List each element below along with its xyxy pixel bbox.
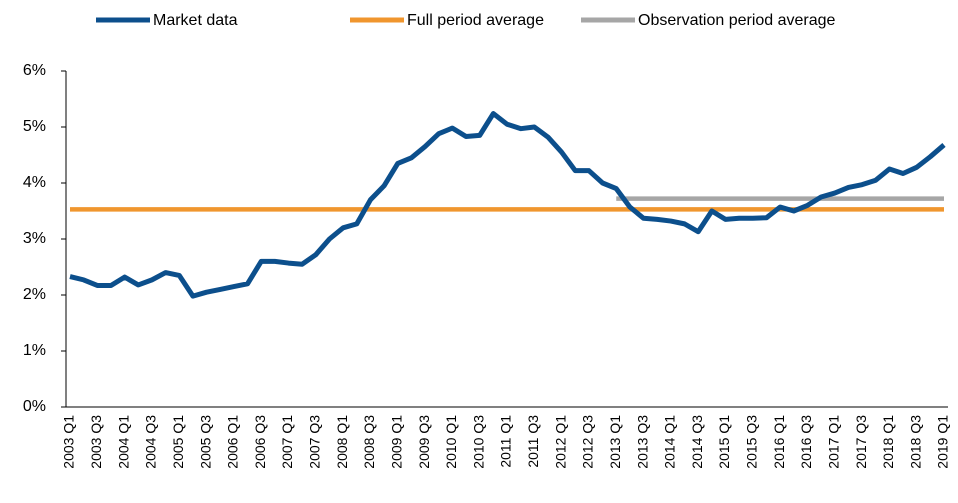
x-tick-label: 2006 Q1	[225, 415, 241, 469]
y-tick-label: 3%	[23, 230, 46, 247]
x-tick-label: 2013 Q3	[634, 415, 650, 469]
x-tick-label: 2009 Q1	[388, 415, 404, 469]
y-tick-label: 4%	[23, 174, 46, 191]
y-tick-label: 0%	[23, 398, 46, 415]
y-tick-label: 2%	[23, 286, 46, 303]
x-tick-label: 2014 Q1	[662, 415, 678, 469]
x-tick-label: 2018 Q3	[907, 415, 923, 469]
x-tick-label: 2010 Q1	[443, 415, 459, 469]
x-tick-label: 2011 Q3	[525, 415, 541, 468]
x-tick-label: 2012 Q1	[552, 415, 568, 469]
x-tick-label: 2016 Q1	[771, 415, 787, 469]
legend-label: Market data	[153, 12, 238, 29]
x-tick-label: 2019 Q1	[935, 415, 951, 469]
x-tick-label: 2003 Q3	[88, 415, 104, 469]
x-tick-label: 2013 Q1	[607, 415, 623, 469]
legend-label: Full period average	[407, 12, 544, 29]
x-tick-label: 2017 Q3	[853, 415, 869, 469]
x-tick-label: 2018 Q1	[880, 415, 896, 469]
x-tick-label: 2017 Q1	[825, 415, 841, 469]
x-tick-label: 2004 Q1	[115, 415, 131, 469]
x-tick-label: 2003 Q1	[61, 415, 77, 469]
x-tick-label: 2015 Q1	[716, 415, 732, 469]
x-tick-label: 2004 Q3	[143, 415, 159, 469]
x-tick-label: 2015 Q3	[744, 415, 760, 469]
x-tick-label: 2008 Q3	[361, 415, 377, 469]
y-tick-label: 6%	[23, 62, 46, 79]
x-tick-label: 2014 Q3	[689, 415, 705, 469]
x-tick-label: 2005 Q1	[170, 415, 186, 469]
x-tick-label: 2009 Q3	[416, 415, 432, 469]
x-tick-label: 2012 Q3	[580, 415, 596, 469]
x-tick-label: 2007 Q3	[307, 415, 323, 469]
y-tick-label: 5%	[23, 118, 46, 135]
x-tick-label: 2006 Q3	[252, 415, 268, 469]
x-tick-label: 2007 Q1	[279, 415, 295, 469]
x-tick-label: 2011 Q1	[498, 415, 514, 468]
legend-label: Observation period average	[638, 12, 836, 29]
x-tick-label: 2016 Q3	[798, 415, 814, 469]
x-tick-label: 2005 Q3	[197, 415, 213, 469]
x-tick-label: 2008 Q1	[334, 415, 350, 469]
y-tick-label: 1%	[23, 342, 46, 359]
x-tick-label: 2010 Q3	[470, 415, 486, 469]
series-line	[69, 111, 946, 299]
